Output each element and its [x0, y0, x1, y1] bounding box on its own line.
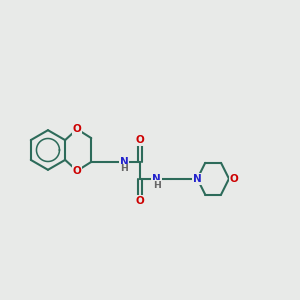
Text: O: O	[135, 135, 144, 145]
Text: H: H	[120, 164, 128, 173]
Text: H: H	[153, 181, 160, 190]
Text: O: O	[73, 166, 82, 176]
Text: O: O	[230, 174, 238, 184]
Text: O: O	[73, 124, 82, 134]
Text: N: N	[120, 157, 128, 167]
Text: N: N	[193, 174, 202, 184]
Text: N: N	[152, 174, 161, 184]
Text: O: O	[135, 196, 144, 206]
